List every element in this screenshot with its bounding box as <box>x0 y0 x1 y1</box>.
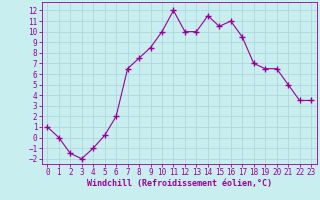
X-axis label: Windchill (Refroidissement éolien,°C): Windchill (Refroidissement éolien,°C) <box>87 179 272 188</box>
